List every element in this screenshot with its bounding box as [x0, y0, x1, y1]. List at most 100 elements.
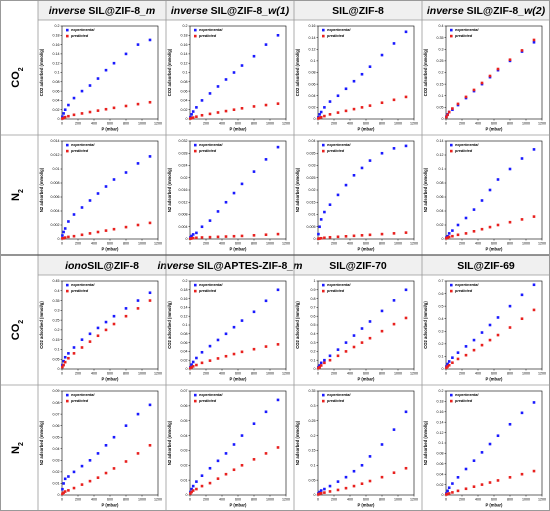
chart-panel: SIL@ZIF-70 0 200 400 600 800 1000 1200 0 0.1 0.2 0.…	[295, 260, 418, 382]
data-point-predicted	[252, 458, 256, 461]
legend-label: experimental	[327, 28, 351, 32]
y-axis-label: N2 adsorbed (mmol/g)	[423, 420, 428, 465]
y-tick-label: 0.012	[179, 200, 188, 204]
x-tick-label: 600	[491, 122, 497, 126]
data-point-experimental	[352, 334, 356, 337]
x-tick-label: 1200	[538, 242, 546, 246]
data-point-predicted	[252, 234, 256, 237]
x-tick-label: 400	[219, 372, 225, 376]
y-tick-label: 0.06	[437, 195, 444, 199]
data-point-predicted	[508, 58, 512, 62]
y-tick-label: 0	[314, 117, 316, 121]
data-point-predicted	[520, 472, 524, 476]
legend-marker	[450, 289, 453, 293]
data-point-predicted	[112, 322, 116, 326]
data-point-predicted	[232, 352, 236, 356]
data-point-predicted	[451, 361, 454, 365]
data-point-predicted	[216, 235, 220, 239]
data-point-predicted	[67, 489, 70, 492]
x-tick-label: 600	[363, 372, 369, 376]
x-tick-label: 200	[459, 242, 465, 246]
data-point-experimental	[447, 232, 451, 235]
data-point-experimental	[323, 210, 326, 214]
chart-panel: 0 200 400 600 800 1000 1200 0 0.05 0.1 0.15 0.2 0.25…	[295, 389, 418, 507]
data-point-predicted	[472, 348, 476, 352]
data-point-predicted	[63, 490, 67, 493]
data-point-predicted	[252, 105, 256, 108]
data-point-predicted	[336, 111, 340, 114]
data-point-predicted	[318, 237, 321, 240]
data-point-experimental	[532, 283, 536, 287]
chart-panel: inverse SIL@ZIF-8_m 0 200 400 600 800 1000 1200…	[39, 5, 162, 132]
legend-marker	[450, 399, 453, 403]
data-point-experimental	[62, 359, 65, 363]
data-point-experimental	[88, 459, 92, 462]
y-tick-label: 0.1	[439, 355, 444, 359]
legend-label: predicted	[454, 34, 473, 38]
data-point-predicted	[464, 487, 468, 491]
data-point-predicted	[323, 361, 326, 365]
data-point-experimental	[191, 484, 195, 488]
x-tick-label: 200	[75, 498, 81, 502]
data-point-experimental	[392, 428, 396, 431]
y-tick-label: 0.15	[53, 338, 60, 342]
y-axis-label: CO2 adsorbed (mmol/g)	[39, 48, 44, 96]
chart-title: inverse SIL@APTES-ZIF-8_m	[157, 260, 302, 272]
y-tick-label: 0.1	[311, 358, 316, 362]
y-tick-label: 0.006	[51, 195, 60, 199]
legend-marker	[66, 393, 69, 397]
data-point-predicted	[352, 107, 356, 111]
data-point-predicted	[445, 115, 448, 119]
y-axis-label: CO2 adsorbed (mmol/g)	[423, 301, 428, 349]
y-tick-label: 0.02	[309, 188, 316, 192]
legend-marker	[322, 289, 325, 293]
y-tick-label: 0	[442, 117, 444, 121]
data-point-experimental	[208, 466, 212, 470]
y-tick-label: 0.16	[181, 297, 188, 301]
x-tick-label: 1200	[154, 122, 162, 126]
x-tick-label: 600	[107, 498, 113, 502]
y-tick-label: 0.015	[307, 200, 316, 204]
y-tick-label: 0	[314, 493, 316, 497]
data-point-experimental	[80, 464, 84, 468]
x-axis-label: P (mbar)	[230, 377, 248, 382]
data-point-experimental	[404, 30, 408, 34]
data-point-experimental	[447, 486, 451, 490]
y-tick-label: 0.01	[53, 167, 60, 171]
x-tick-label: 600	[235, 498, 241, 502]
legend-marker	[66, 283, 69, 287]
data-point-predicted	[532, 469, 536, 473]
data-point-experimental	[63, 227, 67, 230]
chart-panel: ionoSIL@ZIF-8 0 200 400 600 800 1000 1200 0 0.05 0…	[39, 260, 162, 382]
data-point-predicted	[520, 317, 524, 321]
data-point-experimental	[464, 216, 468, 220]
row-label-n2: N2	[10, 442, 25, 454]
x-tick-label: 0	[61, 122, 63, 126]
data-point-predicted	[240, 234, 244, 238]
data-point-experimental	[208, 344, 212, 348]
x-tick-label: 200	[203, 122, 209, 126]
data-point-experimental	[252, 310, 256, 314]
y-tick-label: 0.18	[53, 34, 60, 38]
x-tick-label: 1200	[282, 372, 290, 376]
data-point-experimental	[88, 84, 92, 87]
data-point-predicted	[96, 230, 100, 234]
y-tick-label: 0.06	[53, 89, 60, 93]
data-point-predicted	[63, 360, 67, 364]
data-point-experimental	[88, 199, 92, 202]
y-tick-label: 0.05	[309, 478, 316, 482]
y-tick-label: 0	[58, 493, 60, 497]
legend-label: experimental	[327, 393, 351, 397]
data-point-predicted	[240, 350, 244, 354]
legend-label: predicted	[70, 149, 89, 153]
data-point-predicted	[136, 102, 140, 106]
legend-marker	[194, 34, 197, 38]
y-tick-label: 0.02	[53, 470, 60, 474]
data-point-predicted	[480, 483, 484, 486]
data-point-predicted	[328, 113, 332, 116]
data-point-experimental	[63, 355, 67, 359]
y-tick-label: 0.02	[53, 108, 60, 112]
y-tick-label: 0.8	[311, 297, 316, 301]
data-point-experimental	[62, 112, 65, 115]
